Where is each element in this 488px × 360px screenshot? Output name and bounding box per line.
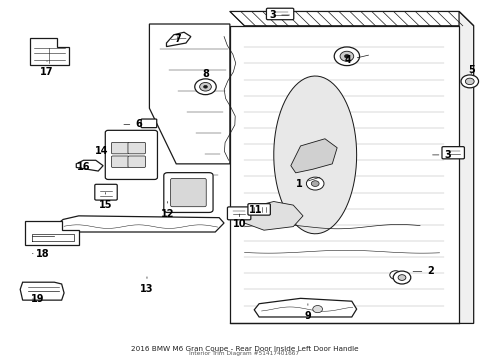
Text: 6: 6 [123,120,142,129]
Text: 2: 2 [412,266,433,276]
Circle shape [333,47,359,66]
Text: 9: 9 [304,304,311,321]
Circle shape [339,51,353,61]
FancyBboxPatch shape [247,204,270,215]
Text: 11: 11 [249,206,263,216]
Text: 13: 13 [140,277,153,294]
FancyBboxPatch shape [163,173,213,212]
Text: Interior Trim Diagram #51417401667: Interior Trim Diagram #51417401667 [189,351,299,356]
Circle shape [460,75,478,88]
Text: 3: 3 [432,150,450,160]
FancyBboxPatch shape [170,179,206,207]
Polygon shape [20,282,64,300]
Text: 10: 10 [232,214,246,229]
Polygon shape [166,32,190,46]
Polygon shape [25,221,79,244]
FancyBboxPatch shape [111,156,129,167]
Polygon shape [30,39,69,65]
FancyBboxPatch shape [227,207,250,220]
FancyBboxPatch shape [266,8,293,20]
Circle shape [306,177,324,190]
Circle shape [199,82,211,91]
Text: 19: 19 [31,294,44,304]
Polygon shape [244,202,303,230]
FancyBboxPatch shape [128,142,145,154]
Polygon shape [229,12,473,26]
Circle shape [312,306,322,313]
Polygon shape [290,139,336,173]
Polygon shape [76,160,103,171]
Circle shape [194,79,216,95]
Polygon shape [273,76,356,234]
Circle shape [344,54,348,58]
Text: 2016 BMW M6 Gran Coupe - Rear Door Inside Left Door Handle: 2016 BMW M6 Gran Coupe - Rear Door Insid… [130,346,358,352]
Text: 7: 7 [174,34,181,44]
Polygon shape [149,24,229,164]
Text: 17: 17 [40,61,54,77]
FancyBboxPatch shape [105,130,157,180]
Text: 4: 4 [345,55,368,65]
Polygon shape [54,216,224,232]
Circle shape [392,271,410,284]
Circle shape [397,275,405,280]
FancyBboxPatch shape [95,184,117,200]
Polygon shape [229,26,458,323]
Polygon shape [458,12,473,323]
Text: 14: 14 [94,146,108,156]
Text: 3: 3 [269,10,289,20]
FancyBboxPatch shape [141,119,157,128]
Text: 8: 8 [202,69,208,79]
Text: 16: 16 [77,162,91,172]
Text: 15: 15 [99,193,112,210]
Polygon shape [254,298,356,317]
Text: 1: 1 [296,177,319,189]
Circle shape [311,181,319,186]
FancyBboxPatch shape [111,142,129,154]
Circle shape [389,271,401,279]
Circle shape [465,78,473,85]
FancyBboxPatch shape [441,147,464,159]
Text: 5: 5 [467,65,474,75]
Circle shape [203,85,207,88]
Text: 12: 12 [161,202,174,219]
FancyBboxPatch shape [128,156,145,167]
Text: 18: 18 [32,248,49,258]
